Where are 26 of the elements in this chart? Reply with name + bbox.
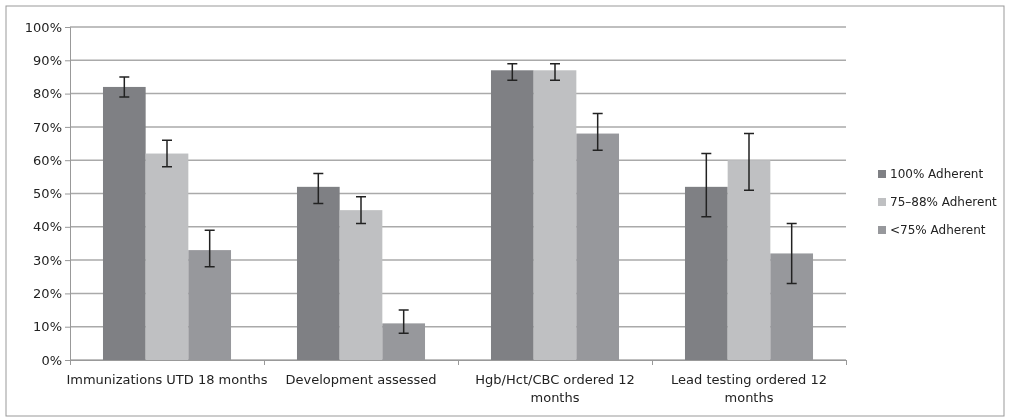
y-tick-label: 20% xyxy=(33,286,62,302)
bar xyxy=(533,70,577,360)
x-tick-label: Hgb/Hct/CBC ordered 12 months xyxy=(475,372,635,405)
bar xyxy=(727,160,771,360)
bar xyxy=(339,210,383,360)
x-tick-label: Lead testing ordered 12 months xyxy=(671,372,827,405)
legend-label: 75–88% Adherent xyxy=(890,195,998,209)
y-tick-label: 80% xyxy=(33,86,62,102)
y-tick-label: 50% xyxy=(33,186,62,202)
bar xyxy=(490,70,534,360)
y-tick-label: 70% xyxy=(33,119,62,135)
bar xyxy=(684,186,728,360)
y-tick-label: 10% xyxy=(33,319,62,335)
y-tick-label: 60% xyxy=(33,152,62,168)
y-tick-label: 90% xyxy=(33,52,62,68)
bar xyxy=(102,86,146,360)
bar xyxy=(145,153,189,360)
x-tick-label: Development assessed xyxy=(285,372,437,387)
y-tick-label: 30% xyxy=(33,252,62,268)
bar xyxy=(296,186,340,360)
y-tick-label: 40% xyxy=(33,219,62,235)
legend-label: 100% Adherent xyxy=(890,167,984,181)
legend-label: <75% Adherent xyxy=(890,223,986,237)
x-tick-label: Immunizations UTD 18 months xyxy=(66,372,268,387)
y-tick-label: 0% xyxy=(41,352,62,368)
y-tick-label: 100% xyxy=(24,19,62,35)
